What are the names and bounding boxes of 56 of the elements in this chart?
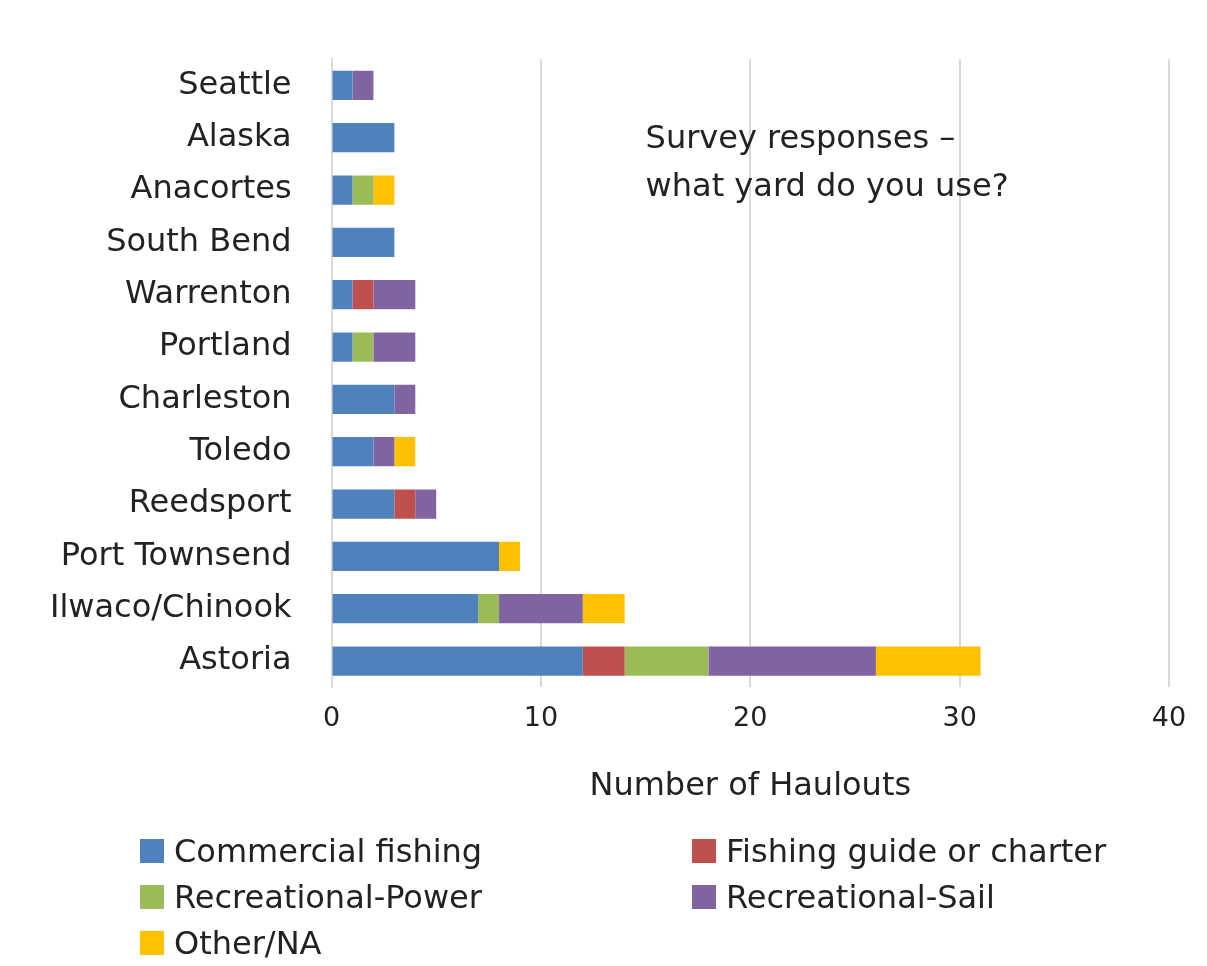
y-tick-label: Alaska	[186, 116, 292, 155]
y-tick-label: South Bend	[106, 220, 292, 259]
bar	[332, 70, 353, 101]
bar	[352, 332, 374, 362]
bar	[332, 646, 583, 676]
bar	[373, 280, 416, 310]
legend-label: Recreational-Sail	[726, 878, 995, 916]
bar	[415, 489, 437, 519]
bar	[394, 489, 416, 519]
bar	[582, 594, 625, 624]
x-axis-title: Number of Haulouts	[589, 765, 912, 804]
y-tick-label: Warrenton	[124, 273, 292, 312]
legend-label: Other/NA	[174, 924, 322, 962]
bar	[394, 384, 416, 415]
bar	[332, 489, 395, 519]
legend-label: Commercial fishing	[174, 832, 483, 870]
bar	[332, 384, 395, 415]
bar	[332, 437, 374, 467]
bar	[332, 541, 500, 572]
y-tick-label: Anacortes	[130, 168, 292, 207]
bar	[332, 175, 353, 205]
y-tick-label: Ilwaco/Chinook	[50, 587, 293, 626]
y-tick-label: Reedsport	[128, 482, 292, 521]
bar	[332, 123, 395, 153]
bar	[373, 332, 416, 362]
y-tick-label: Port Townsend	[60, 534, 292, 573]
bar	[332, 332, 353, 362]
bar	[499, 541, 520, 572]
bar	[332, 227, 395, 258]
bar	[624, 646, 709, 676]
bar	[875, 646, 981, 676]
legend-label: Fishing guide or charter	[726, 832, 1107, 870]
y-tick-label: Portland	[159, 325, 292, 364]
x-tick-label: 0	[322, 701, 341, 733]
x-tick-label: 20	[733, 701, 768, 733]
bar	[352, 70, 374, 101]
bar	[708, 646, 876, 676]
y-tick-label: Charleston	[118, 377, 292, 416]
x-tick-label: 10	[523, 701, 559, 733]
bar	[352, 280, 374, 310]
bar	[332, 280, 353, 310]
x-tick-label: 30	[942, 701, 977, 733]
bar	[373, 437, 395, 467]
bar	[582, 646, 625, 676]
annotation: Survey responses – what yard do you use?	[645, 117, 1009, 204]
bar	[373, 175, 395, 205]
y-tick-label: Seattle	[178, 63, 292, 102]
y-tick-label: Astoria	[179, 639, 292, 678]
bar	[499, 594, 583, 624]
bar	[352, 175, 374, 205]
x-tick-label: 40	[1151, 701, 1187, 733]
bar	[394, 437, 416, 467]
legend-label: Recreational-Power	[174, 878, 482, 916]
bar	[332, 594, 479, 624]
y-tick-label: Toledo	[188, 430, 292, 469]
bar	[478, 594, 500, 624]
